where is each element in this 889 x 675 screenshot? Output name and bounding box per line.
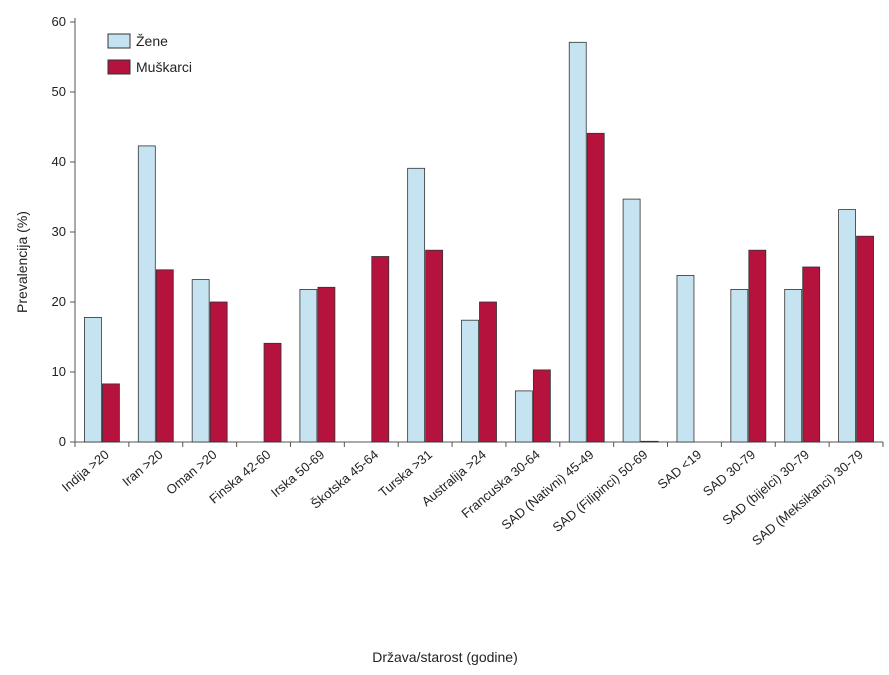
y-axis-title: Prevalencija (%) xyxy=(14,211,30,313)
bar-zene xyxy=(137,145,156,443)
y-tick-label: 60 xyxy=(52,14,66,29)
bar-muskarci xyxy=(640,440,659,443)
x-tick-label: SAD (Nativni) 45-49 xyxy=(498,447,596,533)
bar-zene xyxy=(676,274,695,443)
bar-muskarci xyxy=(155,269,174,443)
x-tick-label: Indija >20 xyxy=(59,447,112,495)
bar-muskarci xyxy=(479,301,497,443)
bar-muskarci xyxy=(425,249,444,443)
bar-zene xyxy=(784,288,803,443)
bars xyxy=(84,41,874,443)
bar-zene xyxy=(568,41,587,443)
bar-zene xyxy=(838,209,856,443)
y-axis: 0 10 20 30 40 50 60 xyxy=(52,14,76,449)
bar-muskarci xyxy=(586,132,605,443)
bar-muskarci xyxy=(856,235,874,443)
y-tick-label: 30 xyxy=(52,224,66,239)
bar-zene xyxy=(84,316,102,443)
bar-muskarci xyxy=(317,286,336,443)
y-tick-label: 20 xyxy=(52,294,66,309)
bar-muskarci xyxy=(532,369,551,443)
y-tick-label: 50 xyxy=(52,84,66,99)
x-tick-label: SAD (Filipinci) 50-69 xyxy=(550,447,651,535)
bar-zene xyxy=(191,279,210,443)
y-tick-label: 40 xyxy=(52,154,66,169)
legend: Žene Muškarci xyxy=(107,33,192,75)
x-axis-title: Država/starost (godine) xyxy=(372,649,518,665)
bar-muskarci xyxy=(102,383,120,443)
bar-zene xyxy=(299,288,318,443)
bar-muskarci xyxy=(209,301,228,443)
bar-muskarci xyxy=(263,342,282,443)
bar-muskarci xyxy=(748,249,767,443)
x-tick-label: Iran >20 xyxy=(119,447,165,489)
y-tick-label: 0 xyxy=(59,434,66,449)
bar-muskarci xyxy=(802,266,821,443)
legend-label-zene: Žene xyxy=(136,33,168,49)
bar-zene xyxy=(407,167,426,443)
x-tick-label: SAD <19 xyxy=(655,447,705,492)
legend-swatch-muskarci xyxy=(107,59,131,75)
bar-zene xyxy=(461,319,479,443)
bar-zene xyxy=(730,288,749,443)
bar-muskarci xyxy=(371,256,390,443)
y-tick-label: 10 xyxy=(52,364,66,379)
legend-swatch-zene xyxy=(107,33,131,49)
legend-label-muskarci: Muškarci xyxy=(136,59,192,75)
bar-zene xyxy=(622,198,641,443)
bar-zene xyxy=(514,390,533,443)
